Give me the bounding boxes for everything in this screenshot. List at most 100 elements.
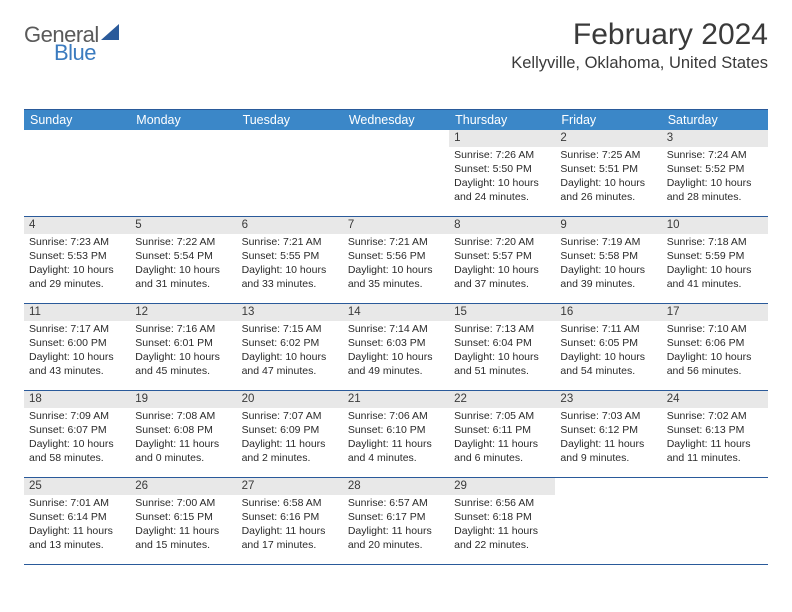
empty-cell: . [555, 478, 661, 564]
sunrise-text: Sunrise: 7:07 AM [242, 410, 338, 424]
day-cell: 22Sunrise: 7:05 AMSunset: 6:11 PMDayligh… [449, 391, 555, 477]
sunrise-text: Sunrise: 7:08 AM [135, 410, 231, 424]
sunrise-text: Sunrise: 7:05 AM [454, 410, 550, 424]
sunset-text: Sunset: 5:56 PM [348, 250, 444, 264]
empty-cell: . [237, 130, 343, 216]
sunset-text: Sunset: 5:52 PM [667, 163, 763, 177]
daylight-text: Daylight: 10 hours and 56 minutes. [667, 351, 763, 379]
day-cell: 13Sunrise: 7:15 AMSunset: 6:02 PMDayligh… [237, 304, 343, 390]
sunrise-text: Sunrise: 7:21 AM [242, 236, 338, 250]
sunrise-text: Sunrise: 7:25 AM [560, 149, 656, 163]
day-number: 11 [24, 304, 130, 321]
sunrise-text: Sunrise: 7:17 AM [29, 323, 125, 337]
sunrise-text: Sunrise: 7:09 AM [29, 410, 125, 424]
daylight-text: Daylight: 11 hours and 15 minutes. [135, 525, 231, 553]
day-cell: 18Sunrise: 7:09 AMSunset: 6:07 PMDayligh… [24, 391, 130, 477]
sunset-text: Sunset: 5:53 PM [29, 250, 125, 264]
location-text: Kellyville, Oklahoma, United States [511, 54, 768, 73]
daylight-text: Daylight: 10 hours and 37 minutes. [454, 264, 550, 292]
daylight-text: Daylight: 11 hours and 17 minutes. [242, 525, 338, 553]
sunrise-text: Sunrise: 6:56 AM [454, 497, 550, 511]
day-number: 6 [237, 217, 343, 234]
sunrise-text: Sunrise: 7:11 AM [560, 323, 656, 337]
day-cell: 4 Sunrise: 7:23 AMSunset: 5:53 PMDaylight… [24, 217, 130, 303]
empty-cell: . [343, 130, 449, 216]
weekday-header: Saturday [662, 110, 768, 130]
sunrise-text: Sunrise: 7:02 AM [667, 410, 763, 424]
daylight-text: Daylight: 11 hours and 13 minutes. [29, 525, 125, 553]
daylight-text: Daylight: 11 hours and 4 minutes. [348, 438, 444, 466]
day-number: 18 [24, 391, 130, 408]
daylight-text: Daylight: 10 hours and 39 minutes. [560, 264, 656, 292]
sunset-text: Sunset: 6:09 PM [242, 424, 338, 438]
sunrise-text: Sunrise: 7:15 AM [242, 323, 338, 337]
day-cell: 5Sunrise: 7:22 AMSunset: 5:54 PMDaylight… [130, 217, 236, 303]
sunset-text: Sunset: 6:10 PM [348, 424, 444, 438]
brand-word-2: Blue [24, 40, 96, 65]
daylight-text: Daylight: 11 hours and 11 minutes. [667, 438, 763, 466]
sunrise-text: Sunrise: 7:21 AM [348, 236, 444, 250]
day-number: 2 [555, 130, 661, 147]
day-number: 12 [130, 304, 236, 321]
sunset-text: Sunset: 6:02 PM [242, 337, 338, 351]
day-cell: 16Sunrise: 7:11 AMSunset: 6:05 PMDayligh… [555, 304, 661, 390]
calendar-grid: SundayMondayTuesdayWednesdayThursdayFrid… [24, 109, 768, 565]
sunset-text: Sunset: 6:08 PM [135, 424, 231, 438]
sunrise-text: Sunrise: 7:18 AM [667, 236, 763, 250]
day-cell: 2Sunrise: 7:25 AMSunset: 5:51 PMDaylight… [555, 130, 661, 216]
daylight-text: Daylight: 11 hours and 9 minutes. [560, 438, 656, 466]
sunrise-text: Sunrise: 6:58 AM [242, 497, 338, 511]
weekday-header: Sunday [24, 110, 130, 130]
day-number: 9 [555, 217, 661, 234]
sunset-text: Sunset: 5:58 PM [560, 250, 656, 264]
weeks-container: ....1Sunrise: 7:26 AMSunset: 5:50 PMDayl… [24, 130, 768, 564]
day-cell: 14Sunrise: 7:14 AMSunset: 6:03 PMDayligh… [343, 304, 449, 390]
sunset-text: Sunset: 6:06 PM [667, 337, 763, 351]
sunset-text: Sunset: 6:13 PM [667, 424, 763, 438]
day-cell: 15Sunrise: 7:13 AMSunset: 6:04 PMDayligh… [449, 304, 555, 390]
sunset-text: Sunset: 6:00 PM [29, 337, 125, 351]
sunrise-text: Sunrise: 7:14 AM [348, 323, 444, 337]
day-number: 7 [343, 217, 449, 234]
page-header: General February 2024 Kellyville, Oklaho… [24, 18, 768, 73]
sail-icon [101, 24, 119, 40]
daylight-text: Daylight: 11 hours and 2 minutes. [242, 438, 338, 466]
day-cell: 27Sunrise: 6:58 AMSunset: 6:16 PMDayligh… [237, 478, 343, 564]
daylight-text: Daylight: 10 hours and 29 minutes. [29, 264, 125, 292]
sunset-text: Sunset: 6:05 PM [560, 337, 656, 351]
week-row: 4Sunrise: 7:23 AMSunset: 5:53 PMDaylight… [24, 216, 768, 303]
sunrise-text: Sunrise: 7:20 AM [454, 236, 550, 250]
day-number: 3 [662, 130, 768, 147]
day-cell: 6Sunrise: 7:21 AMSunset: 5:55 PMDaylight… [237, 217, 343, 303]
sunrise-text: Sunrise: 7:16 AM [135, 323, 231, 337]
daylight-text: Daylight: 10 hours and 41 minutes. [667, 264, 763, 292]
sunrise-text: Sunrise: 7:10 AM [667, 323, 763, 337]
sunset-text: Sunset: 6:12 PM [560, 424, 656, 438]
day-cell: 20 Sunrise: 7:07 AMSunset: 6:09 PMDayligh… [237, 391, 343, 477]
sunset-text: Sunset: 5:59 PM [667, 250, 763, 264]
day-number: 22 [449, 391, 555, 408]
day-number: 4 [24, 217, 130, 234]
day-cell: 24Sunrise: 7:02 AMSunset: 6:13 PMDayligh… [662, 391, 768, 477]
day-number: 21 [343, 391, 449, 408]
day-number: 16 [555, 304, 661, 321]
sunrise-text: Sunrise: 7:01 AM [29, 497, 125, 511]
sunrise-text: Sunrise: 7:03 AM [560, 410, 656, 424]
week-row: 11 Sunrise: 7:17 AMSunset: 6:00 PM Dayligh… [24, 303, 768, 390]
empty-cell: . [130, 130, 236, 216]
brand-word-2-wrap: Blue [24, 40, 96, 66]
sunrise-text: Sunrise: 7:22 AM [135, 236, 231, 250]
sunrise-text: Sunrise: 7:24 AM [667, 149, 763, 163]
day-number: 17 [662, 304, 768, 321]
daylight-text: Daylight: 11 hours and 0 minutes. [135, 438, 231, 466]
daylight-text: Daylight: 11 hours and 22 minutes. [454, 525, 550, 553]
day-number: 25 [24, 478, 130, 495]
day-number: 1 [449, 130, 555, 147]
sunrise-text: Sunrise: 7:23 AM [29, 236, 125, 250]
day-number: 20 [237, 391, 343, 408]
weekday-header: Thursday [449, 110, 555, 130]
daylight-text: Daylight: 10 hours and 26 minutes. [560, 177, 656, 205]
day-number: 29 [449, 478, 555, 495]
day-cell: 10Sunrise: 7:18 AMSunset: 5:59 PMDayligh… [662, 217, 768, 303]
sunrise-text: Sunrise: 7:26 AM [454, 149, 550, 163]
